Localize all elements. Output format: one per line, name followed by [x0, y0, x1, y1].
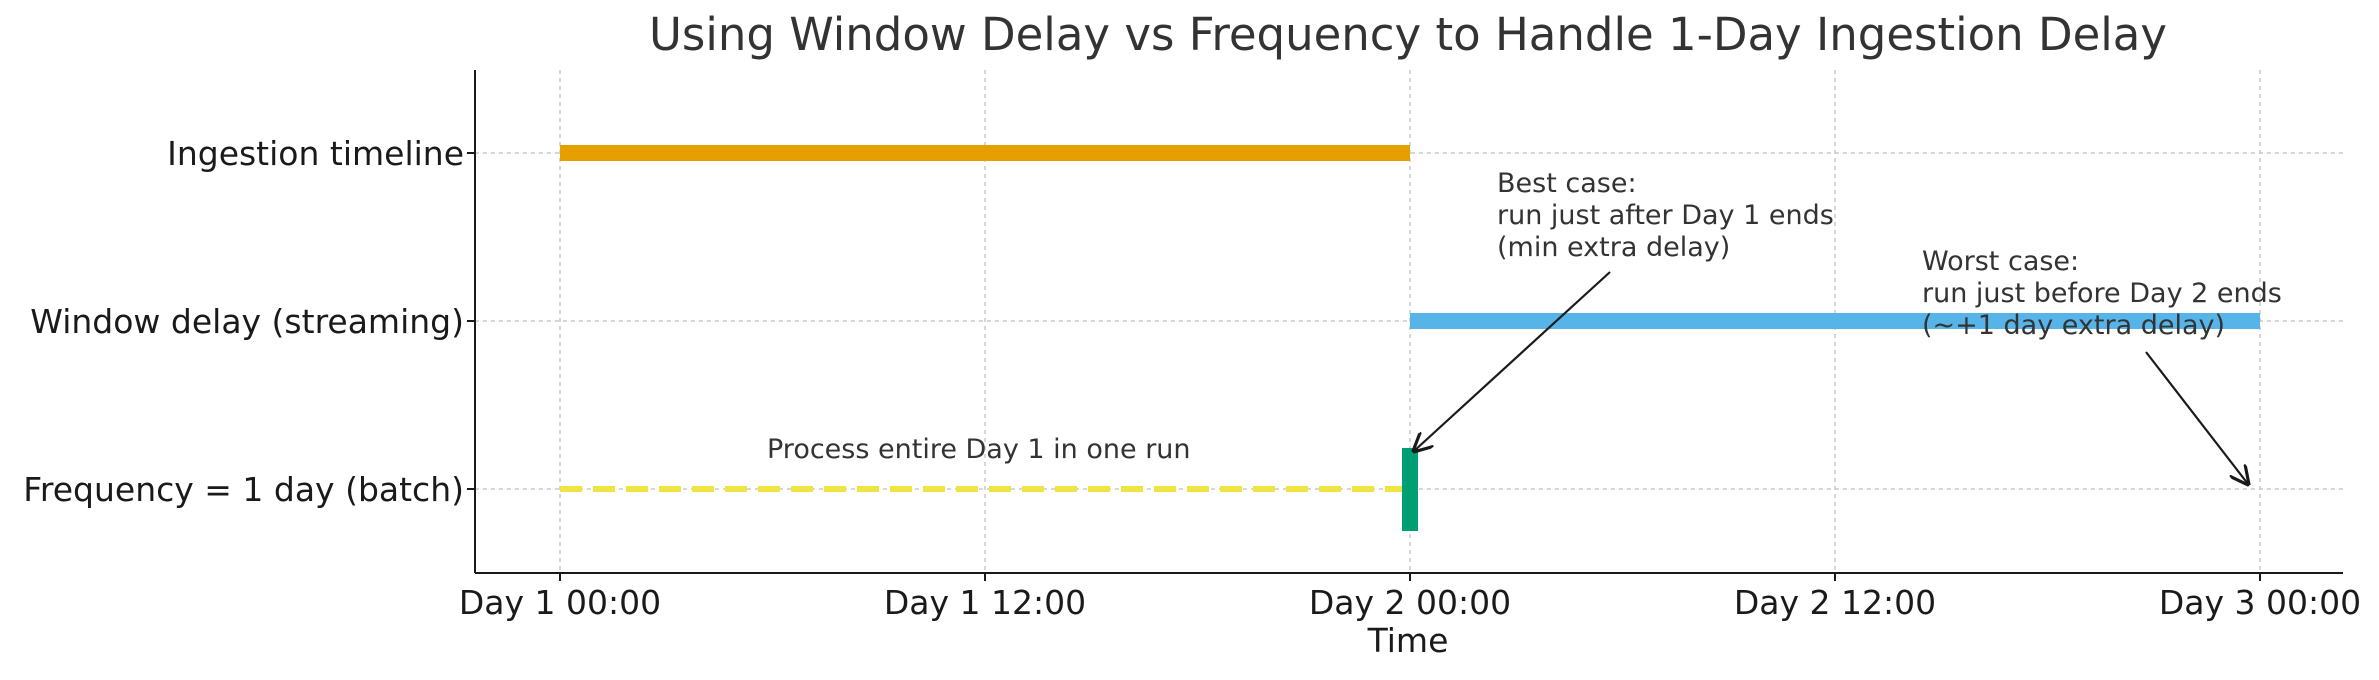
x-tick-label: Day 2 12:00 [1734, 583, 1936, 622]
axes: Day 1 00:00 Day 1 12:00 Day 2 00:00 Day 2 1… [23, 70, 2361, 622]
y-tick-label: Window delay (streaming) [30, 302, 464, 341]
y-tick-label: Frequency = 1 day (batch) [23, 470, 464, 509]
worst-case-arrow [2145, 351, 2248, 484]
x-tick-label: Day 2 00:00 [1309, 583, 1511, 622]
annotations: Process entire Day 1 in one run Best case… [767, 168, 2282, 484]
x-tick-label: Day 1 12:00 [884, 583, 1086, 622]
process-annotation: Process entire Day 1 in one run [767, 434, 1191, 465]
worst-case-annotation: Worst case: run just before Day 2 ends (~+… [1922, 246, 2282, 341]
x-tick-label: Day 3 00:00 [2159, 583, 2361, 622]
x-tick-label: Day 1 00:00 [459, 583, 661, 622]
y-tick-label: Ingestion timeline [167, 134, 464, 173]
x-axis-label: Time [1367, 621, 1449, 660]
best-case-arrow [1414, 271, 1611, 451]
best-case-annotation: Best case: run just after Day 1 ends (min … [1497, 168, 1834, 263]
series [560, 145, 2260, 531]
chart-title: Using Window Delay vs Frequency to Handl… [649, 8, 2167, 61]
run-marker [1402, 448, 1418, 531]
